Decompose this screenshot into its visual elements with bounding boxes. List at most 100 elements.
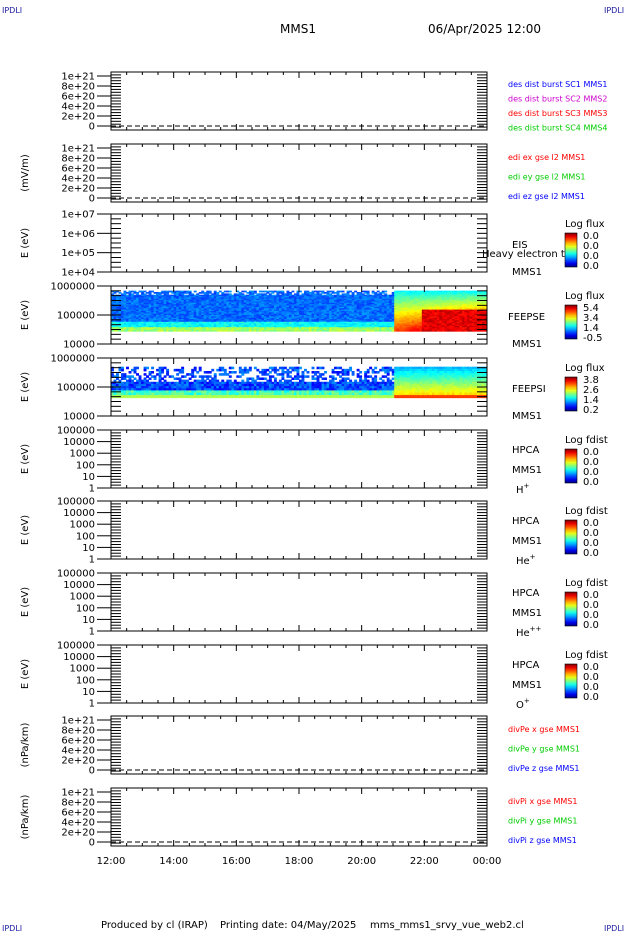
spectrogram-cell	[233, 310, 237, 313]
spectrogram-cell	[158, 317, 162, 320]
spectrogram-cell	[471, 315, 475, 317]
spectrogram-cell	[391, 308, 395, 310]
spectrogram-cell	[268, 309, 272, 312]
spectrogram-cell	[143, 308, 147, 310]
spectrogram-cell	[176, 325, 180, 328]
spectrogram-cell	[334, 328, 337, 331]
spectrogram-cell	[316, 312, 320, 315]
spectrogram-cell	[384, 310, 388, 313]
spectrogram-cell	[141, 379, 144, 383]
spectrogram-cell	[334, 294, 337, 297]
spectrogram-cell	[216, 308, 220, 310]
spectrogram-cell	[183, 310, 187, 313]
spectrogram-cell	[366, 297, 370, 300]
spectrogram-cell	[113, 298, 117, 301]
spectrogram-cell	[411, 302, 415, 305]
spectrogram-cell	[391, 306, 395, 309]
spectrogram-cell	[411, 298, 415, 301]
spectrogram-cell	[324, 312, 327, 315]
spectrogram-cell	[261, 309, 265, 312]
spectrogram-cell	[359, 327, 363, 329]
spectrogram-cell	[121, 390, 124, 393]
spectrogram-cell	[311, 294, 315, 297]
spectrogram-cell	[213, 315, 217, 317]
spectrogram-cell	[334, 304, 337, 306]
spectrogram-cell	[386, 310, 390, 313]
spectrogram-cell	[431, 313, 435, 316]
spectrogram-cell	[309, 298, 312, 301]
spectrogram-cell	[176, 291, 180, 294]
spectrogram-cell	[203, 301, 207, 304]
spectrogram-cell	[421, 290, 425, 293]
spectrogram-cell	[196, 300, 200, 302]
spectrogram-cell	[406, 305, 410, 308]
spectrogram-cell	[316, 327, 320, 329]
spectrogram-cell	[456, 317, 460, 320]
spectrogram-cell	[366, 304, 370, 306]
spectrogram-cell	[336, 316, 340, 319]
spectrogram-cell	[138, 390, 142, 393]
spectrogram-cell	[459, 316, 463, 319]
spectrogram-cell	[231, 304, 235, 306]
spectrogram-cell	[434, 294, 438, 297]
spectrogram-cell	[241, 298, 245, 301]
spectrogram-cell	[306, 306, 310, 309]
spectrogram-cell	[374, 317, 378, 320]
spectrogram-cell	[436, 298, 440, 301]
spectrogram-cell	[251, 298, 255, 301]
spectrogram-cell	[351, 301, 355, 304]
spectrogram-cell	[158, 298, 162, 301]
spectrogram-cell	[321, 310, 325, 313]
spectrogram-cell	[231, 319, 235, 321]
spectrogram-cell	[474, 327, 478, 329]
spectrogram-cell	[218, 315, 222, 317]
spectrogram-cell	[461, 321, 465, 324]
spectrogram-cell	[248, 298, 252, 301]
spectrogram-cell	[406, 316, 410, 319]
spectrogram-cell	[146, 298, 149, 301]
spectrogram-cell	[181, 290, 185, 293]
spectrogram-cell	[336, 310, 340, 313]
spectrogram-cell	[271, 298, 275, 301]
spectrogram-cell	[446, 313, 450, 316]
spectrogram-cell	[211, 327, 215, 329]
spectrogram-cell	[454, 319, 458, 321]
spectrogram-cell	[231, 320, 235, 323]
spectrogram-cell	[168, 327, 172, 329]
spectrogram-cell	[376, 297, 380, 300]
spectrogram-cell	[281, 298, 285, 301]
spectrogram-cell	[261, 323, 265, 325]
spectrogram-cell	[391, 298, 395, 301]
spectrogram-cell	[461, 308, 465, 310]
spectrogram-cell	[213, 290, 217, 293]
spectrogram-cell	[341, 304, 345, 306]
spectrogram-cell	[324, 328, 327, 331]
spectrogram-cell	[479, 317, 483, 320]
spectrogram-cell	[386, 329, 390, 332]
spectrogram-cell	[444, 298, 448, 301]
spectrogram-cell	[414, 312, 418, 315]
spectrogram-cell	[336, 302, 340, 305]
spectrogram-cell	[391, 323, 395, 325]
spectrogram-cell	[344, 302, 348, 305]
spectrogram-cell	[319, 305, 322, 308]
spectrogram-cell	[434, 313, 438, 316]
spectrogram-cell	[121, 315, 124, 317]
spectrogram-cell	[469, 310, 473, 313]
spectrogram-cell	[193, 298, 197, 301]
spectrogram-cell	[213, 304, 217, 306]
spectrogram-cell	[379, 298, 383, 301]
spectrogram-cell	[181, 312, 185, 315]
spectrogram-cell	[394, 301, 398, 304]
spectrogram-cell	[161, 301, 165, 304]
spectrogram-cell	[128, 302, 132, 305]
spectrogram-cell	[201, 313, 205, 316]
spectrogram-cell	[411, 291, 415, 294]
spectrogram-cell	[404, 312, 408, 315]
spectrogram-cell	[146, 366, 149, 370]
spectrogram-cell	[376, 300, 380, 302]
spectrogram-cell	[336, 290, 340, 293]
spectrogram-cell	[198, 305, 202, 308]
spectrogram-cell	[441, 328, 445, 331]
spectrogram-cell	[449, 298, 453, 301]
